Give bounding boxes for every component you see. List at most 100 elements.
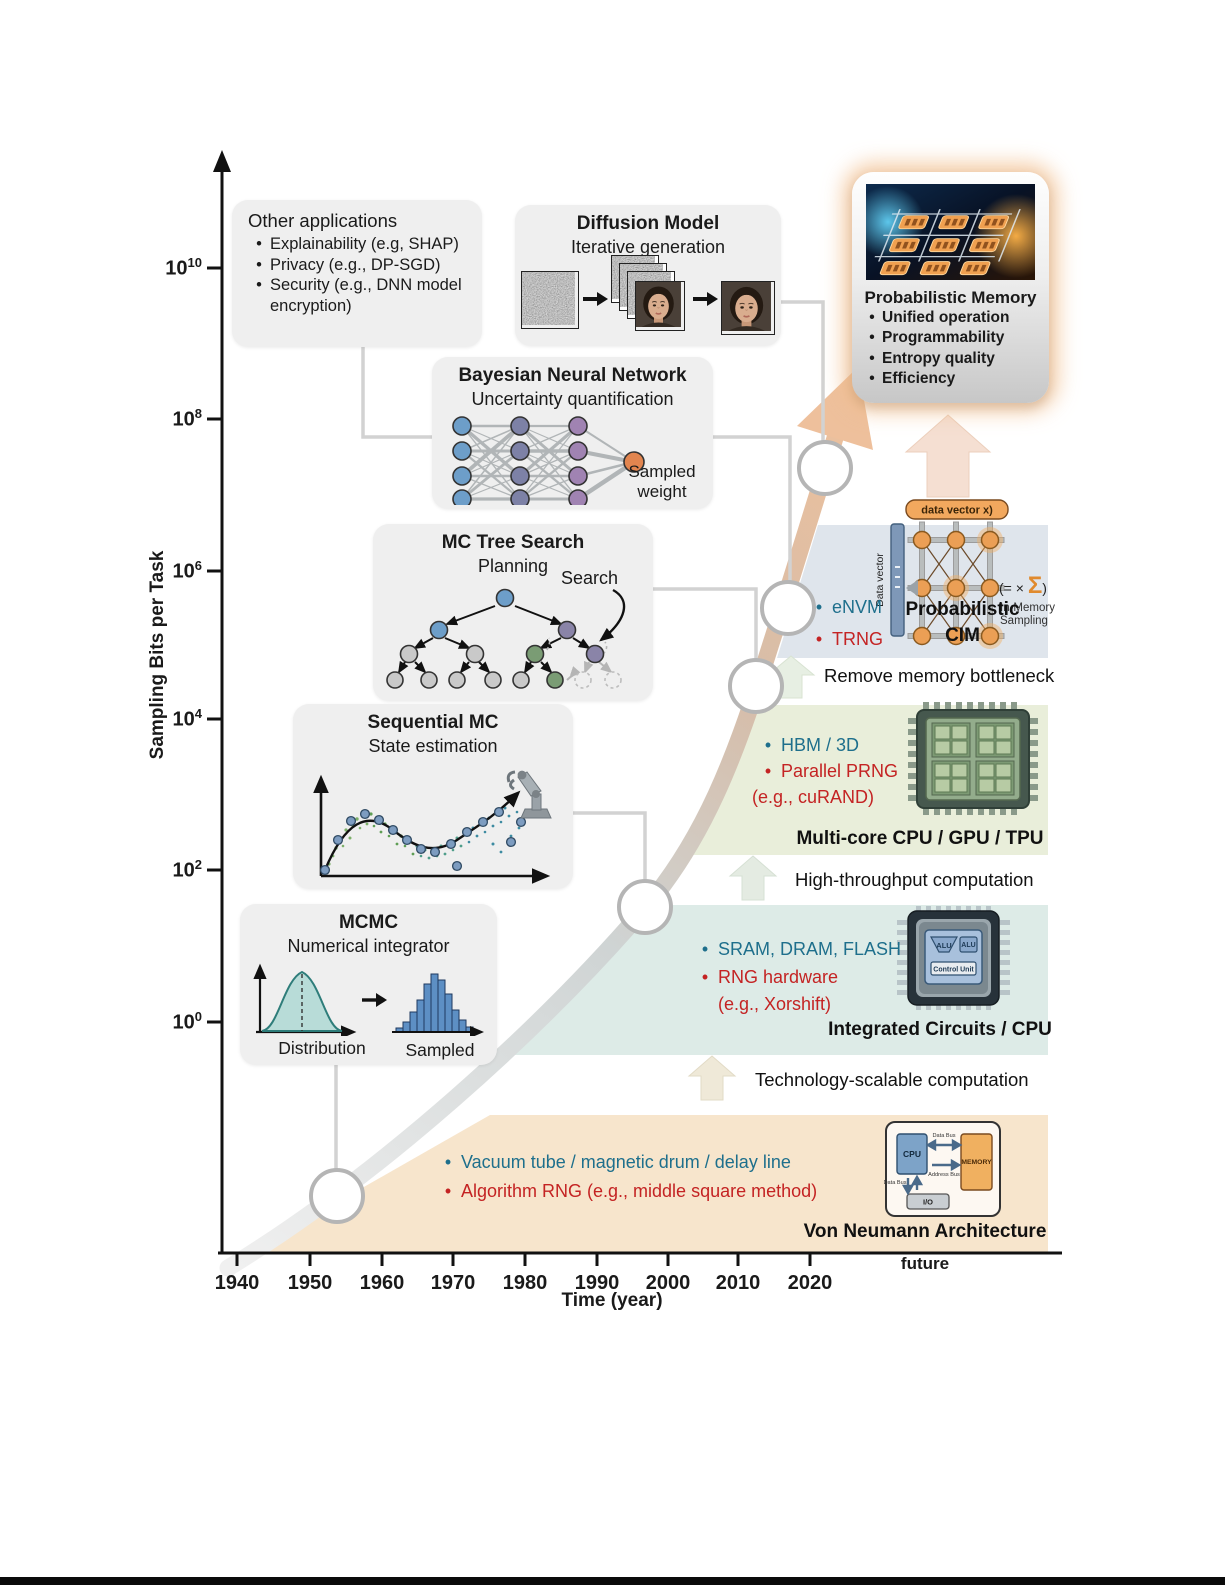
particle-cloud — [327, 802, 521, 866]
diffusion-title: Diffusion Model — [576, 213, 720, 234]
bnn-subtitle: Uncertainty quantification — [471, 389, 674, 409]
x-axis-label: Time (year) — [561, 1290, 663, 1311]
smc-title: Sequential MC — [367, 712, 499, 733]
transition-remove-memory-bottleneck: Remove memory bottleneck — [824, 665, 1055, 686]
x-tick-future: future — [900, 1254, 950, 1273]
chip-alu2-label: ALU — [961, 942, 975, 949]
mcmc-distribution-label: Distribution — [278, 1038, 366, 1058]
x-tick-2020: 2020 — [787, 1272, 833, 1294]
bullet-dot — [248, 234, 270, 255]
right-arrow-icon — [693, 292, 718, 306]
mc-tree-search-box: MC Tree Search Planning Search — [373, 524, 653, 701]
vn-band-label: Von Neumann Architecture — [803, 1221, 1047, 1242]
pm-bullet-entropy-quality: Entropy quality — [862, 349, 1049, 369]
mcmc-sampled-label: Sampled — [405, 1040, 475, 1060]
core-clusters — [931, 722, 1015, 796]
state-estimation-plot — [313, 770, 552, 884]
vn-data-bus-label: Data Bus — [932, 1133, 955, 1139]
trajectory-curve — [323, 790, 521, 871]
bayesian-nn-box: Bayesian Neural Network Uncertainty quan… — [432, 357, 713, 509]
milestone-circles — [309, 440, 853, 1224]
y-tick-1e4: 104 — [172, 706, 202, 731]
sequential-mc-box: Sequential MC State estimation — [293, 704, 573, 889]
multicore-rng-example: (e.g., cuRAND) — [752, 787, 875, 807]
y-tick-1e10: 1010 — [165, 255, 202, 280]
transition-high-throughput: High-throughput computation — [795, 869, 1034, 890]
cim-data-vector-side-label: Data vector — [876, 553, 886, 607]
cpu-chip-icon: ALU ALU Control Unit — [897, 906, 1010, 1010]
transition-technology-scalable: Technology-scalable computation — [755, 1069, 1029, 1090]
y-tick-1e0: 100 — [172, 1009, 202, 1034]
mcts-title: MC Tree Search — [441, 532, 585, 553]
x-tick-1970: 1970 — [430, 1272, 476, 1294]
mcmc-title: MCMC — [338, 912, 399, 933]
arrow-up-tech-scalable — [687, 1055, 737, 1101]
band-von-neumann — [250, 1115, 1048, 1252]
other-applications-title: Other applications — [248, 210, 398, 231]
y-axis-arrowhead — [213, 150, 231, 172]
vn-cpu-label: CPU — [903, 1149, 921, 1159]
smc-subtitle: State estimation — [368, 736, 498, 756]
y-tick-1e2: 102 — [172, 857, 202, 882]
bullet-dot — [862, 369, 882, 389]
bullet-dot — [248, 275, 270, 296]
mcmc-subtitle: Numerical integrator — [287, 936, 450, 956]
pm-bullet-programmability: Programmability — [862, 328, 1049, 348]
transition-arrows — [687, 414, 992, 1101]
probabilistic-cim-icon: data vector x) Data vector — [876, 499, 1009, 649]
denoising-stack — [611, 255, 687, 339]
pm-bullet-efficiency: Efficiency — [862, 369, 1049, 389]
generated-face-image — [721, 281, 775, 335]
ic-rng-bullet: RNG hardware — [692, 967, 838, 989]
multicore-tech-bullet: HBM / 3D — [755, 735, 859, 757]
bnn-sampled-weight-label: Sampled weight — [628, 462, 696, 501]
arrow-up-to-probabilistic-memory — [904, 414, 992, 498]
y-tick-1e8: 108 — [172, 406, 202, 431]
other-applications-bullet-security: Security (e.g., DNN model encryption) — [248, 275, 472, 316]
x-tick-2000: 2000 — [645, 1272, 691, 1294]
partial-face-image — [635, 281, 685, 331]
y-axis-label: Sampling Bits per Task — [147, 550, 168, 760]
cim-inmemory-formula: (= × Σ) — [999, 572, 1047, 599]
diffusion-subtitle: Iterative generation — [570, 237, 726, 257]
von-neumann-icon: CPU MEMORY I/O Data Bus Address Bus Data… — [884, 1121, 1001, 1217]
axes-lines — [207, 162, 1062, 1266]
x-tick-1980: 1980 — [502, 1272, 548, 1294]
vn-data-bus2-label: Data Bus — [884, 1180, 907, 1186]
vn-tech-bullet: Vacuum tube / magnetic drum / delay line — [435, 1152, 791, 1174]
other-applications-box: Other applications Explainability (e.g, … — [232, 200, 482, 347]
distribution-curve — [261, 970, 343, 1032]
tree-diagram — [386, 588, 626, 689]
vn-address-bus-label: Address Bus — [928, 1172, 960, 1178]
vn-io-label: I/O — [923, 1198, 933, 1207]
x-tick-1940: 1940 — [214, 1272, 260, 1294]
cim-tech-bullet: eNVM — [806, 597, 882, 619]
pm-bullet-unified-operation: Unified operation — [862, 308, 1049, 328]
bnn-title: Bayesian Neural Network — [458, 365, 687, 386]
cim-data-vector-pill-label: data vector x) — [921, 505, 993, 517]
other-applications-bullet-explainability: Explainability (e.g, SHAP) — [248, 234, 472, 255]
other-applications-bullet-privacy: Privacy (e.g., DP-SGD) — [248, 255, 472, 276]
diffusion-model-box: Diffusion Model Iterative generation — [515, 205, 781, 346]
vn-memory-label: MEMORY — [961, 1159, 992, 1166]
multicore-rng-bullet: Parallel PRNG — [755, 761, 898, 783]
x-tick-2010: 2010 — [715, 1272, 761, 1294]
chip-alu1-label: ALU — [936, 941, 951, 950]
sampled-histogram — [395, 973, 474, 1033]
multicore-band-label: Multi-core CPU / GPU / TPU — [796, 828, 1044, 849]
bullet-dot — [862, 308, 882, 328]
cim-inmemory-caption: In-Memory Sampling — [1000, 602, 1055, 628]
vn-rng-bullet: Algorithm RNG (e.g., middle square metho… — [435, 1181, 817, 1203]
ic-band-label: Integrated Circuits / CPU — [828, 1019, 1052, 1040]
mcmc-graphic — [253, 963, 484, 1036]
probabilistic-memory-image — [866, 184, 1035, 280]
cim-rng-bullet: TRNG — [806, 629, 883, 651]
chip-control-unit-label: Control Unit — [933, 967, 974, 974]
probabilistic-memory-title: Probabilistic Memory — [864, 288, 1037, 307]
ic-tech-bullet: SRAM, DRAM, FLASH — [692, 939, 901, 961]
robot-arm-icon — [506, 770, 552, 819]
mcts-subtitle: Planning — [477, 556, 549, 576]
cim-band-label: Probabilistic CIM — [905, 599, 1020, 646]
x-tick-1990: 1990 — [574, 1272, 620, 1294]
